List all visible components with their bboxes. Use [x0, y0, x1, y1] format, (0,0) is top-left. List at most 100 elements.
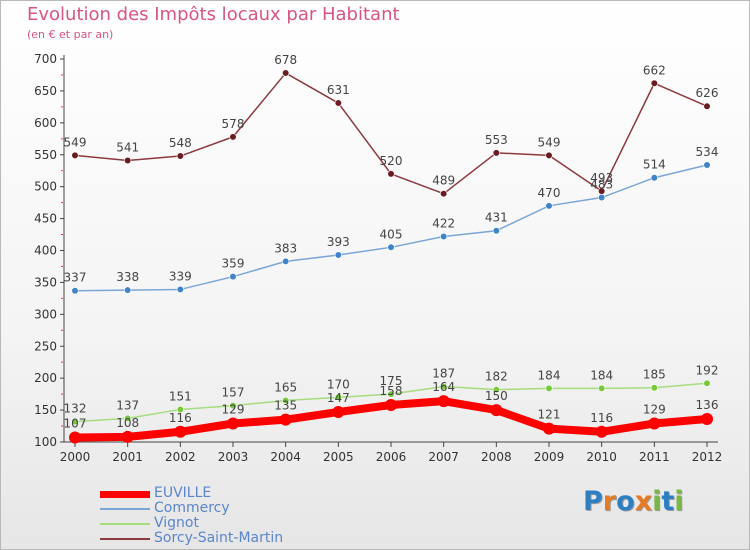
data-point: [492, 149, 500, 157]
y-tick-label: 350: [34, 275, 57, 289]
x-tick-label: 2005: [323, 450, 354, 464]
data-label: 116: [169, 411, 192, 425]
x-tick-label: 2006: [376, 450, 407, 464]
chart-subtitle: (en € et par an): [27, 28, 114, 41]
data-label: 116: [590, 411, 613, 425]
logo-letter: r: [602, 486, 617, 517]
data-label: 136: [696, 398, 719, 412]
data-label: 158: [380, 384, 403, 398]
data-label: 514: [643, 158, 666, 172]
logo-letter: i: [674, 486, 684, 517]
logo-letter: P: [583, 486, 603, 517]
data-point: [71, 151, 79, 159]
chart-axes: 100 150 200 250 300 350 400 450 500 550 600 650 700 2…: [34, 52, 722, 464]
data-label: 192: [696, 363, 719, 377]
legend-swatch: [100, 491, 150, 498]
data-label: 422: [432, 216, 455, 230]
y-tick-label: 400: [34, 244, 57, 258]
x-tick-label: 2003: [218, 450, 249, 464]
x-tick-label: 2008: [481, 450, 512, 464]
y-tick-label: 500: [34, 180, 57, 194]
y-tick-label: 600: [34, 116, 57, 130]
data-label: 151: [169, 389, 192, 403]
y-tick-label: 550: [34, 148, 57, 162]
data-label: 338: [116, 270, 139, 284]
data-label: 184: [538, 368, 561, 382]
y-tick-label: 200: [34, 371, 57, 385]
proxiti-logo: Proxiti: [583, 486, 684, 517]
data-point: [598, 187, 606, 195]
data-label: 185: [643, 368, 666, 382]
data-point: [701, 413, 713, 426]
data-label: 132: [64, 402, 87, 416]
data-point: [176, 152, 184, 160]
data-label: 121: [538, 408, 561, 422]
y-tick-label: 250: [34, 339, 57, 353]
data-label: 553: [485, 133, 508, 147]
x-tick-label: 2011: [639, 450, 670, 464]
y-tick-label: 700: [34, 52, 57, 66]
data-point: [440, 382, 448, 391]
data-point: [124, 414, 132, 422]
data-point: [332, 405, 345, 418]
data-label: 129: [643, 402, 666, 416]
data-point: [387, 243, 395, 251]
data-label: 184: [590, 368, 613, 382]
data-point: [648, 417, 661, 430]
data-label: 549: [64, 135, 87, 149]
data-point: [492, 227, 500, 235]
y-tick-label: 300: [34, 307, 57, 321]
data-label: 393: [327, 235, 350, 249]
data-point: [440, 190, 448, 198]
legend-label: EUVILLE: [154, 485, 212, 501]
data-label: 678: [274, 53, 297, 67]
data-label: 108: [116, 416, 139, 430]
data-point: [595, 425, 608, 438]
data-point: [490, 404, 503, 417]
legend-label: Sorcy-Saint-Martin: [154, 530, 284, 546]
logo-letter: x: [634, 486, 653, 517]
legend-swatch: [100, 508, 150, 510]
data-label: 137: [116, 398, 139, 412]
x-tick-label: 2009: [534, 450, 565, 464]
data-point: [650, 79, 658, 87]
y-tick-label: 150: [34, 403, 57, 417]
data-label: 631: [327, 83, 350, 97]
data-label: 483: [590, 178, 613, 192]
y-tick-label: 450: [34, 212, 57, 226]
data-label: 150: [485, 389, 508, 403]
data-label: 470: [538, 186, 561, 200]
data-label: 135: [274, 399, 297, 413]
data-label: 431: [485, 211, 508, 225]
data-point: [176, 405, 184, 414]
data-point: [334, 251, 342, 259]
data-point: [282, 257, 290, 265]
logo-letter: t: [661, 486, 675, 517]
data-label: 339: [169, 269, 192, 283]
data-labels: 107 108 116 129 135 147 158 164 150 121 116 129 136 3…: [64, 53, 719, 430]
data-point: [229, 133, 237, 141]
data-point: [121, 430, 134, 443]
data-label: 548: [169, 136, 192, 150]
legend-item: Commercy: [100, 500, 360, 516]
data-label: 520: [380, 154, 403, 168]
data-label: 175: [380, 374, 403, 388]
data-point: [229, 402, 237, 410]
data-point: [334, 99, 342, 107]
x-tick-label: 2010: [586, 450, 617, 464]
data-point: [227, 417, 239, 430]
data-label: 405: [380, 227, 403, 241]
data-point: [703, 161, 711, 169]
data-point: [124, 286, 132, 294]
logo-letter: o: [616, 486, 635, 517]
data-point: [492, 386, 500, 394]
data-point: [279, 413, 292, 426]
x-tick-label: 2012: [692, 450, 723, 464]
data-point: [650, 384, 658, 392]
data-point: [545, 384, 553, 392]
data-point: [545, 151, 553, 159]
data-point: [440, 232, 448, 241]
data-point: [282, 69, 290, 77]
data-label: 662: [643, 63, 666, 77]
data-label: 182: [485, 370, 508, 384]
